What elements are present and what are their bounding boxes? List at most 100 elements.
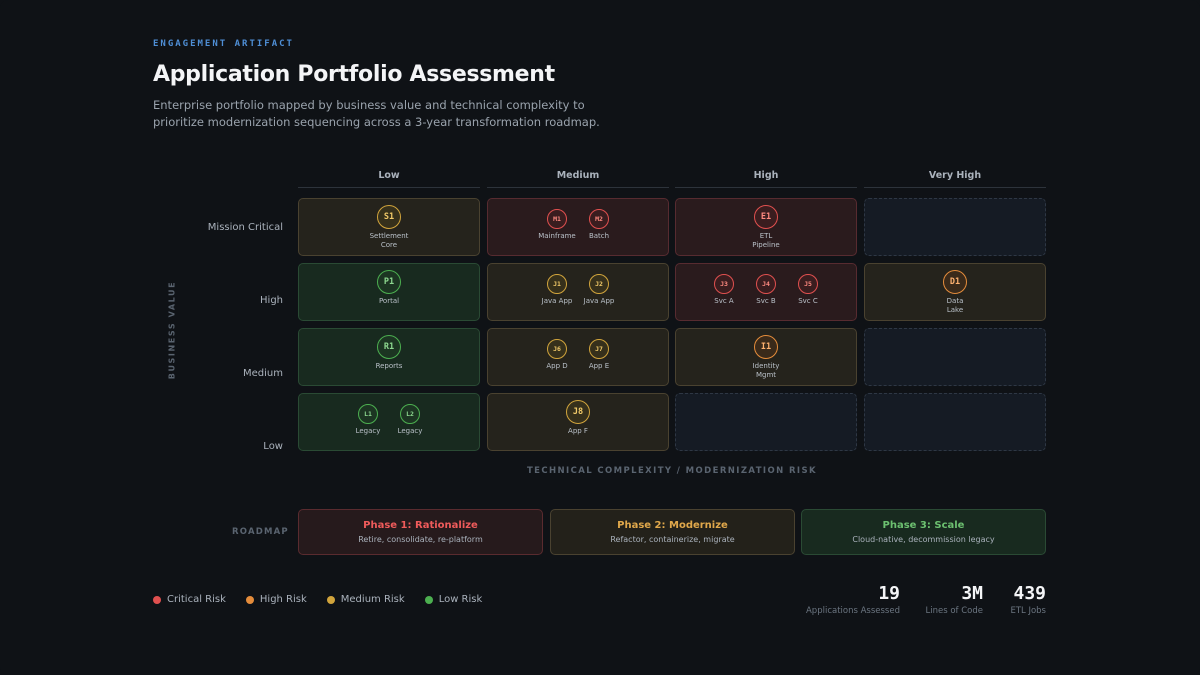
legend-label: Critical Risk — [167, 594, 226, 605]
stat-lines-of-code: 3M Lines of Code — [926, 583, 984, 616]
application-badge: J5 — [798, 274, 818, 294]
application-label: Java App — [583, 297, 615, 305]
application-label: Identity Mgmt — [752, 362, 780, 379]
application-node[interactable]: L1 Legacy — [350, 400, 386, 436]
application-badge: I1 — [754, 335, 778, 359]
application-badge: J3 — [714, 274, 734, 294]
application-node[interactable]: J8 App F — [560, 400, 596, 436]
risk-legend: Critical Risk High Risk Medium Risk Low … — [153, 594, 482, 605]
matrix-cell-medium-medium: J6 App D J7 App E — [487, 328, 669, 386]
legend-label: Medium Risk — [340, 594, 405, 605]
stat-label: Applications Assessed — [805, 606, 900, 616]
stat-applications-assessed: 19 Applications Assessed — [806, 583, 900, 616]
application-node[interactable]: J3 Svc A — [706, 270, 742, 306]
application-label: Settlement Core — [369, 232, 409, 249]
application-label: Legacy — [355, 427, 381, 435]
application-badge: J4 — [756, 274, 776, 294]
legend-label: High Risk — [259, 594, 307, 605]
application-node[interactable]: J2 Java App — [581, 270, 617, 306]
matrix-cell-high-very-high: D1 Data Lake — [864, 263, 1046, 321]
application-badge: D1 — [943, 270, 967, 294]
column-header-medium: Medium — [487, 170, 669, 188]
critical-risk-dot-icon — [153, 595, 161, 604]
matrix-cell-high-high: J3 Svc A J4 Svc B J5 Svc C — [675, 263, 857, 321]
stat-label: Lines of Code — [925, 606, 984, 616]
application-label: Svc B — [756, 297, 776, 305]
stat-value: 3M — [961, 583, 983, 604]
page-title: Application Portfolio Assessment — [153, 62, 555, 87]
legend-item-low: Low Risk — [424, 594, 482, 605]
low-risk-dot-icon — [424, 595, 433, 604]
matrix-cell-low-high — [675, 393, 857, 451]
application-label: Java App — [541, 297, 573, 305]
matrix-cell-mission-critical-medium: M1 Mainframe M2 Batch — [487, 198, 669, 256]
matrix-cell-medium-very-high — [864, 328, 1046, 386]
phase-2-card: Phase 2: Modernize Refactor, containeriz… — [550, 509, 795, 555]
application-badge: J8 — [566, 400, 590, 424]
phase-title: Phase 2: Modernize — [617, 520, 728, 531]
stat-etl-jobs: 439 ETL Jobs — [1010, 583, 1046, 616]
application-badge: E1 — [754, 205, 778, 229]
application-badge: M2 — [589, 209, 609, 229]
application-badge: J2 — [589, 274, 609, 294]
application-node[interactable]: R1 Reports — [371, 335, 407, 371]
application-label: App D — [546, 362, 568, 370]
stat-label: ETL Jobs — [1010, 606, 1046, 616]
roadmap-label: ROADMAP — [232, 527, 289, 537]
application-badge: S1 — [377, 205, 401, 229]
application-node[interactable]: M1 Mainframe — [538, 205, 576, 241]
application-label: Portal — [378, 297, 400, 305]
phase-title: Phase 1: Rationalize — [363, 520, 478, 531]
application-node[interactable]: L2 Legacy — [392, 400, 428, 436]
application-node[interactable]: E1 ETL Pipeline — [748, 205, 784, 250]
application-node[interactable]: M2 Batch — [581, 205, 617, 241]
stat-value: 439 — [1013, 583, 1046, 604]
row-header-low: Low — [263, 441, 283, 452]
phase-1-card: Phase 1: Rationalize Retire, consolidate… — [298, 509, 543, 555]
phase-3-card: Phase 3: Scale Cloud-native, decommissio… — [801, 509, 1046, 555]
matrix-cell-high-medium: J1 Java App J2 Java App — [487, 263, 669, 321]
legend-item-high: High Risk — [245, 594, 307, 605]
medium-risk-dot-icon — [326, 595, 335, 604]
stat-value: 19 — [878, 583, 900, 604]
application-badge: J6 — [547, 339, 567, 359]
application-node[interactable]: J6 App D — [539, 335, 575, 371]
application-badge: P1 — [377, 270, 401, 294]
legend-item-medium: Medium Risk — [326, 594, 405, 605]
application-node[interactable]: S1 Settlement Core — [369, 205, 409, 250]
column-header-high: High — [675, 170, 857, 188]
matrix-cell-high-low: P1 Portal — [298, 263, 480, 321]
row-header-medium: Medium — [243, 368, 283, 379]
column-header-very-high: Very High — [864, 170, 1046, 188]
application-node[interactable]: P1 Portal — [371, 270, 407, 306]
application-node[interactable]: I1 Identity Mgmt — [748, 335, 784, 380]
application-badge: L1 — [358, 404, 378, 424]
application-badge: M1 — [547, 209, 567, 229]
column-header-low: Low — [298, 170, 480, 188]
x-axis-label: TECHNICAL COMPLEXITY / MODERNIZATION RIS… — [526, 466, 818, 476]
matrix-cell-medium-high: I1 Identity Mgmt — [675, 328, 857, 386]
matrix-cell-mission-critical-very-high — [864, 198, 1046, 256]
application-label: Svc A — [714, 297, 734, 305]
y-axis-label: BUSINESS VALUE — [167, 280, 177, 380]
high-risk-dot-icon — [245, 595, 254, 604]
application-node[interactable]: J7 App E — [581, 335, 617, 371]
application-node[interactable]: J5 Svc C — [790, 270, 826, 306]
application-label: Mainframe — [538, 232, 576, 240]
row-header-high: High — [260, 295, 283, 306]
matrix-cell-medium-low: R1 Reports — [298, 328, 480, 386]
application-label: Svc C — [798, 297, 818, 305]
row-header-mission-critical: Mission Critical — [207, 222, 283, 233]
application-node[interactable]: J4 Svc B — [748, 270, 784, 306]
phase-title: Phase 3: Scale — [882, 520, 965, 531]
application-label: Reports — [375, 362, 403, 370]
application-node[interactable]: J1 Java App — [539, 270, 575, 306]
eyebrow-label: ENGAGEMENT ARTIFACT — [153, 39, 294, 49]
application-label: Legacy — [397, 427, 423, 435]
application-badge: J1 — [547, 274, 567, 294]
matrix-cell-mission-critical-low: S1 Settlement Core — [298, 198, 480, 256]
application-node[interactable]: D1 Data Lake — [937, 270, 973, 315]
application-badge: R1 — [377, 335, 401, 359]
application-badge: J7 — [589, 339, 609, 359]
